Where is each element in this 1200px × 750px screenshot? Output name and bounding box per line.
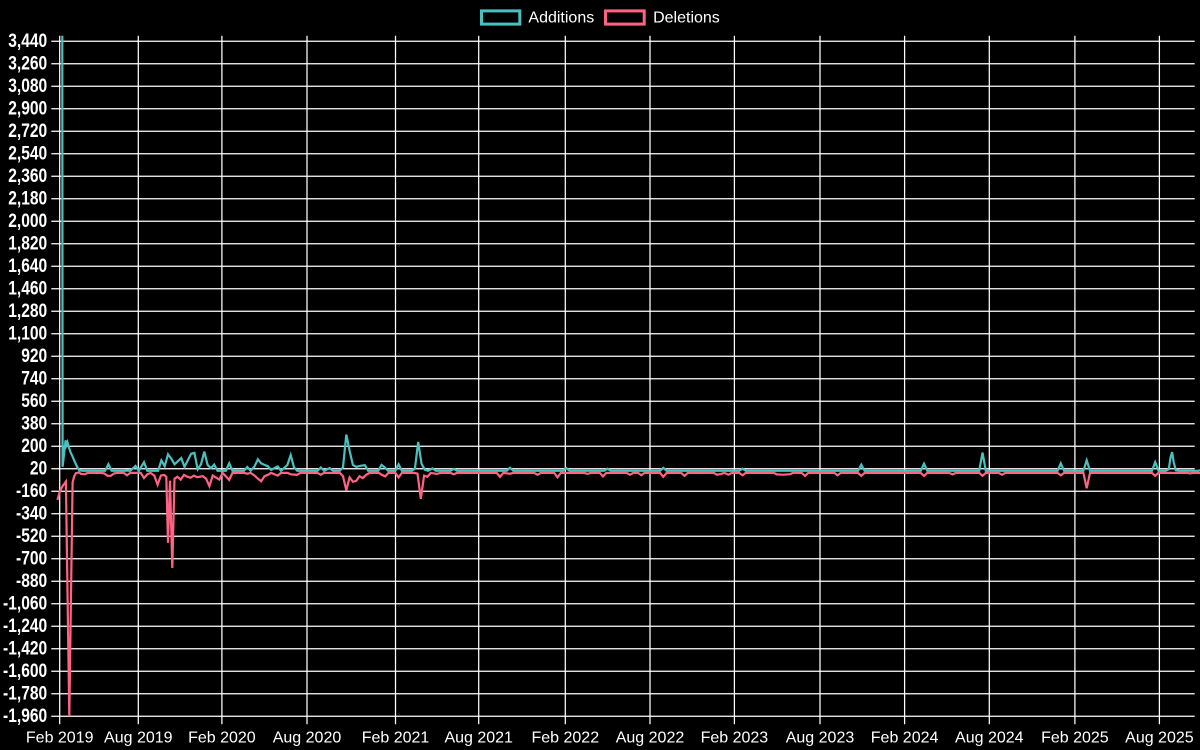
svg-text:-1,960: -1,960 xyxy=(3,705,47,727)
svg-text:20: 20 xyxy=(30,457,47,479)
svg-text:3,260: 3,260 xyxy=(8,52,47,74)
svg-text:-1,240: -1,240 xyxy=(3,615,47,637)
svg-text:2,540: 2,540 xyxy=(8,142,47,164)
svg-text:-1,060: -1,060 xyxy=(3,592,47,614)
svg-text:Aug 2021: Aug 2021 xyxy=(444,729,513,746)
svg-text:-880: -880 xyxy=(16,570,47,592)
svg-text:Feb 2020: Feb 2020 xyxy=(188,729,256,746)
svg-text:1,640: 1,640 xyxy=(8,255,47,277)
svg-text:740: 740 xyxy=(21,367,47,389)
svg-text:Aug 2023: Aug 2023 xyxy=(786,729,855,746)
svg-text:Feb 2025: Feb 2025 xyxy=(1041,729,1109,746)
svg-text:Aug 2024: Aug 2024 xyxy=(955,729,1024,746)
svg-text:380: 380 xyxy=(21,412,47,434)
svg-text:Aug 2020: Aug 2020 xyxy=(273,729,342,746)
svg-text:3,080: 3,080 xyxy=(8,75,47,97)
svg-text:200: 200 xyxy=(21,435,47,457)
svg-text:2,360: 2,360 xyxy=(8,165,47,187)
svg-text:-700: -700 xyxy=(16,547,47,569)
svg-text:2,000: 2,000 xyxy=(8,210,47,232)
svg-text:Aug 2025: Aug 2025 xyxy=(1125,729,1194,746)
svg-text:Feb 2024: Feb 2024 xyxy=(871,729,939,746)
svg-text:Aug 2022: Aug 2022 xyxy=(616,729,685,746)
svg-text:Deletions: Deletions xyxy=(653,9,720,26)
svg-text:2,720: 2,720 xyxy=(8,120,47,142)
svg-text:1,280: 1,280 xyxy=(8,300,47,322)
svg-text:Feb 2021: Feb 2021 xyxy=(362,729,430,746)
svg-text:560: 560 xyxy=(21,390,47,412)
svg-text:920: 920 xyxy=(21,345,47,367)
svg-text:Aug 2019: Aug 2019 xyxy=(104,729,173,746)
svg-text:-1,420: -1,420 xyxy=(3,637,47,659)
svg-text:1,100: 1,100 xyxy=(8,322,47,344)
svg-text:2,180: 2,180 xyxy=(8,187,47,209)
svg-text:1,460: 1,460 xyxy=(8,277,47,299)
svg-text:-160: -160 xyxy=(16,480,47,502)
svg-text:Feb 2023: Feb 2023 xyxy=(701,729,769,746)
svg-text:-340: -340 xyxy=(16,502,47,524)
svg-text:Additions: Additions xyxy=(528,9,594,26)
svg-text:-520: -520 xyxy=(16,525,47,547)
svg-text:3,440: 3,440 xyxy=(8,30,47,52)
svg-text:2,900: 2,900 xyxy=(8,97,47,119)
svg-text:1,820: 1,820 xyxy=(8,232,47,254)
svg-text:-1,600: -1,600 xyxy=(3,660,47,682)
svg-text:Feb 2019: Feb 2019 xyxy=(26,729,94,746)
svg-text:Feb 2022: Feb 2022 xyxy=(531,729,599,746)
svg-text:-1,780: -1,780 xyxy=(3,682,47,704)
